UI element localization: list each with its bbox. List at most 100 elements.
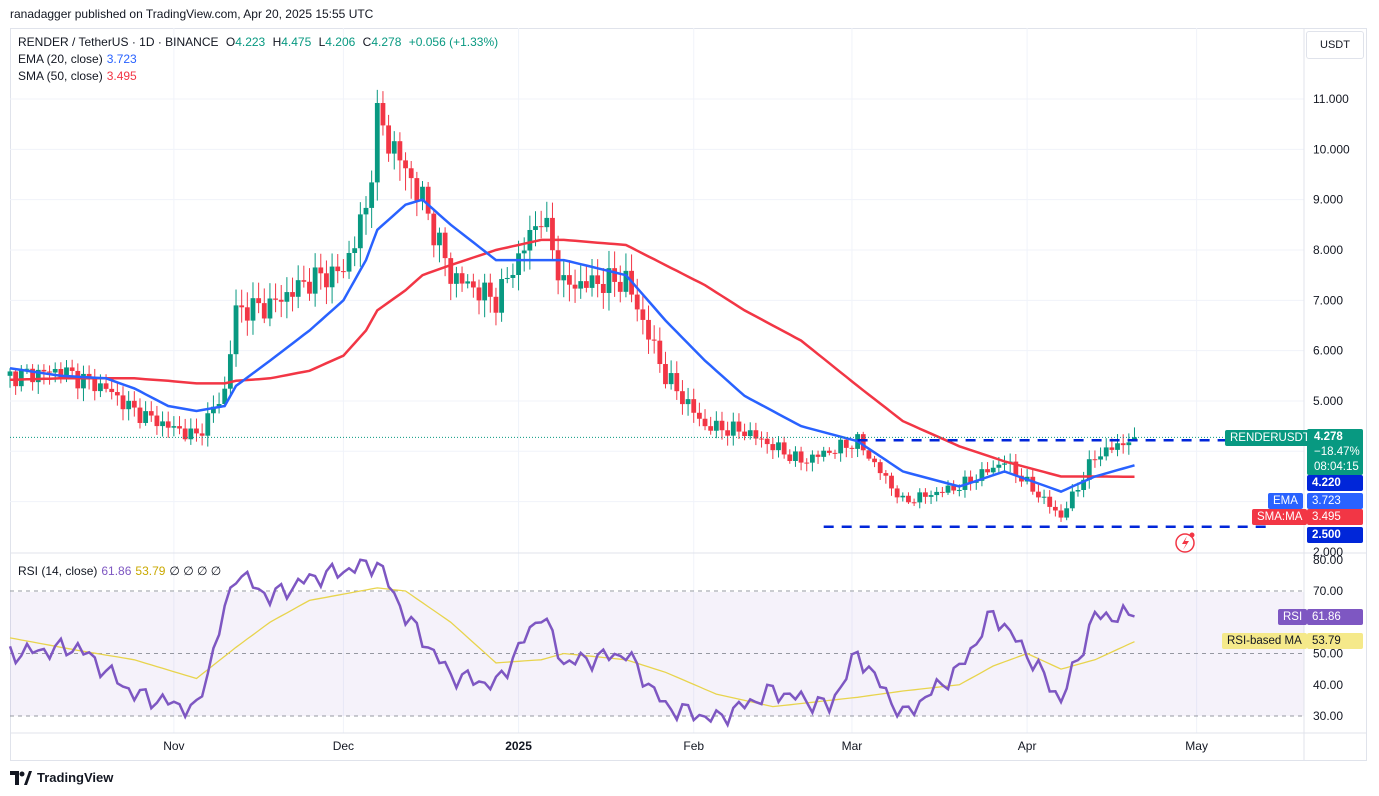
candle bbox=[544, 217, 550, 228]
candle bbox=[301, 280, 307, 282]
candle bbox=[211, 406, 216, 414]
candle bbox=[538, 226, 544, 228]
candle bbox=[962, 476, 968, 490]
candle bbox=[352, 248, 358, 254]
legend-sma[interactable]: SMA (50, close) 3.495 bbox=[18, 69, 137, 83]
candle bbox=[233, 305, 239, 355]
candle bbox=[849, 447, 855, 449]
candle bbox=[307, 281, 312, 294]
candle bbox=[968, 476, 974, 483]
candle bbox=[64, 367, 69, 378]
candle bbox=[826, 450, 832, 453]
candle bbox=[425, 186, 431, 214]
candle bbox=[640, 309, 646, 320]
candle bbox=[290, 292, 295, 297]
candle bbox=[250, 298, 256, 321]
candle bbox=[877, 462, 883, 474]
legend-rsi[interactable]: RSI (14, close) 61.86 53.79 ∅ ∅ ∅ ∅ bbox=[18, 564, 221, 578]
candle bbox=[30, 368, 36, 383]
legend-ema[interactable]: EMA (20, close) 3.723 bbox=[18, 52, 137, 66]
candle bbox=[612, 268, 618, 282]
rsi-tick-label: 40.00 bbox=[1313, 678, 1343, 692]
candle bbox=[24, 368, 30, 370]
candle bbox=[668, 373, 674, 385]
candle bbox=[454, 273, 459, 284]
candle bbox=[98, 383, 103, 392]
price-tick-label: 11.000 bbox=[1313, 92, 1349, 106]
candle bbox=[199, 433, 205, 436]
candle bbox=[883, 473, 889, 476]
candle bbox=[114, 392, 120, 396]
candle bbox=[205, 413, 211, 436]
legend-rsi-extra: ∅ ∅ ∅ ∅ bbox=[169, 564, 222, 578]
candle bbox=[171, 426, 177, 428]
candle bbox=[736, 421, 742, 432]
candle bbox=[606, 268, 612, 293]
candle bbox=[510, 274, 516, 278]
candle bbox=[194, 428, 199, 434]
price-tick-label: 6.000 bbox=[1313, 344, 1343, 358]
symbol-tag: RENDERUSDT bbox=[1225, 430, 1315, 446]
candle bbox=[75, 370, 81, 389]
candle bbox=[1064, 508, 1070, 518]
legend-symbol[interactable]: RENDER / TetherUS · 1D · BINANCE bbox=[18, 35, 219, 49]
price-tick-label: 9.000 bbox=[1313, 193, 1343, 207]
time-tick-label: Nov bbox=[163, 739, 184, 753]
candle bbox=[561, 275, 567, 281]
bolt-icon[interactable] bbox=[1175, 532, 1195, 553]
candle bbox=[1002, 463, 1007, 465]
candle bbox=[335, 266, 341, 272]
support-tag: 2.500 bbox=[1307, 527, 1363, 543]
candle bbox=[177, 426, 182, 429]
candle bbox=[357, 214, 363, 249]
candle bbox=[420, 186, 425, 201]
candle bbox=[838, 439, 844, 454]
candle bbox=[583, 281, 589, 288]
candle bbox=[160, 421, 165, 427]
candle bbox=[148, 411, 154, 416]
candle bbox=[312, 267, 318, 294]
candle bbox=[815, 454, 821, 457]
candle bbox=[713, 420, 719, 431]
candle bbox=[1086, 459, 1092, 480]
candle bbox=[397, 141, 403, 161]
candle bbox=[239, 305, 245, 308]
candle bbox=[657, 340, 663, 365]
legend-rsi-ma-value: 53.79 bbox=[135, 564, 166, 578]
footer[interactable]: TradingView bbox=[10, 770, 113, 785]
sma-value-tag: 3.495 bbox=[1307, 509, 1363, 525]
candle bbox=[1052, 506, 1058, 511]
tradingview-logo-icon bbox=[10, 770, 32, 785]
candle bbox=[18, 369, 24, 387]
candle bbox=[787, 454, 793, 461]
candle bbox=[47, 371, 52, 373]
candle bbox=[634, 294, 640, 310]
candles bbox=[7, 89, 1137, 522]
candle bbox=[1081, 479, 1087, 491]
candle bbox=[646, 319, 651, 340]
candle bbox=[92, 377, 98, 392]
candle bbox=[702, 418, 708, 427]
candle bbox=[52, 368, 58, 373]
rsi-tick-label: 50.00 bbox=[1313, 647, 1343, 661]
candle bbox=[431, 213, 437, 246]
legend-ema-value: 3.723 bbox=[106, 52, 137, 66]
candle bbox=[86, 373, 92, 378]
price-tick-label: 5.000 bbox=[1313, 394, 1343, 408]
candle bbox=[81, 373, 86, 389]
candle bbox=[476, 287, 482, 301]
candle bbox=[990, 467, 996, 473]
candle bbox=[555, 250, 561, 281]
currency-button[interactable]: USDT bbox=[1306, 31, 1364, 59]
sma-tag: SMA:MA bbox=[1252, 509, 1308, 525]
publish-line: ranadagger published on TradingView.com,… bbox=[10, 7, 374, 21]
legend-high-key: H bbox=[272, 35, 282, 49]
candle bbox=[386, 125, 391, 154]
candle bbox=[821, 450, 827, 457]
rsi-ma-line bbox=[9, 587, 1135, 708]
candle bbox=[696, 412, 702, 419]
candle bbox=[860, 434, 866, 451]
candle bbox=[742, 431, 747, 437]
candle bbox=[951, 485, 957, 491]
